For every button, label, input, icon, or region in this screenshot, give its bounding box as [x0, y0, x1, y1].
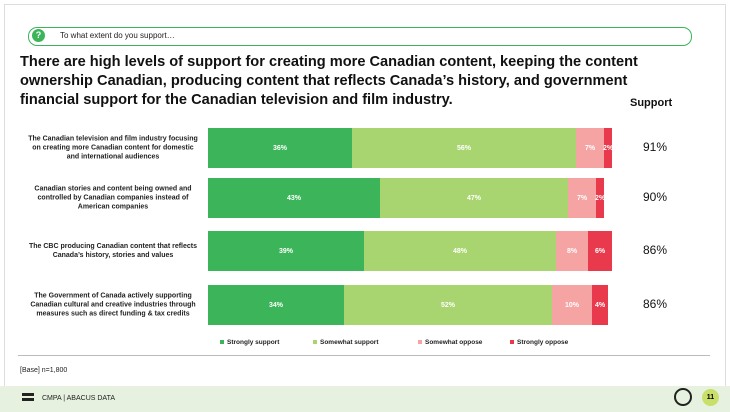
category-label: Canadian stories and content being owned…: [34, 185, 192, 211]
page-number: 11: [702, 389, 719, 406]
value-label: 43%: [287, 195, 302, 202]
value-label: 34%: [269, 302, 284, 309]
chart-title: There are high levels of support for cre…: [20, 54, 638, 108]
bar-segment: [364, 231, 556, 271]
value-label: 7%: [577, 195, 588, 202]
legend-marker: [418, 340, 422, 344]
total-title: Support: [630, 97, 673, 109]
legend-label: Strongly support: [227, 339, 280, 346]
value-label: 56%: [457, 145, 472, 152]
category-label: The CBC producing Canadian content that …: [28, 243, 197, 259]
category-label: The Canadian television and film industr…: [28, 135, 198, 161]
question-icon: ?: [32, 29, 45, 42]
total-label: 86%: [643, 243, 667, 257]
footer-band: [0, 386, 730, 412]
legend-label: Strongly oppose: [517, 339, 569, 346]
value-label: 8%: [567, 248, 578, 255]
value-label: 39%: [279, 248, 294, 255]
bar-segment: [208, 285, 344, 325]
total-label: 86%: [643, 297, 667, 311]
legend-marker: [220, 340, 224, 344]
value-label: 2%: [595, 195, 606, 202]
bar-segment: [576, 128, 604, 168]
divider: [18, 355, 710, 356]
bar-segment: [556, 231, 588, 271]
value-label: 2%: [603, 145, 614, 152]
bar-segment: [380, 178, 568, 218]
legend-marker: [510, 340, 514, 344]
question-pill: [28, 27, 692, 46]
footer-logo: [22, 393, 34, 396]
value-label: 6%: [595, 248, 606, 255]
bar-segment: [552, 285, 592, 325]
bar-segment: [596, 178, 604, 218]
value-label: 10%: [565, 302, 580, 309]
value-label: 47%: [467, 195, 482, 202]
legend-label: Somewhat oppose: [425, 339, 483, 346]
value-label: 48%: [453, 248, 468, 255]
bar-segment: [568, 178, 596, 218]
bar-segment: [208, 231, 364, 271]
footer-brand: CMPA | ABACUS DATA: [42, 395, 116, 402]
bar-segment: [592, 285, 608, 325]
bar-segment: [352, 128, 576, 168]
legend-marker: [313, 340, 317, 344]
bar-segment: [208, 178, 380, 218]
value-label: 36%: [273, 145, 288, 152]
value-label: 52%: [441, 302, 456, 309]
bar-segment: [344, 285, 552, 325]
legend-label: Somewhat support: [320, 339, 379, 346]
bar-segment: [604, 128, 612, 168]
question: To what extent do you support…: [60, 31, 175, 40]
bar-segment: [588, 231, 612, 271]
value-label: 4%: [595, 302, 606, 309]
value-label: 7%: [585, 145, 596, 152]
total-label: 91%: [643, 140, 667, 154]
bar-segment: [208, 128, 352, 168]
total-label: 90%: [643, 190, 667, 204]
base-note: [Base] n=1,800: [20, 367, 68, 374]
footer-icon: [674, 388, 692, 406]
category-label: The Government of Canada actively suppor…: [30, 292, 196, 318]
